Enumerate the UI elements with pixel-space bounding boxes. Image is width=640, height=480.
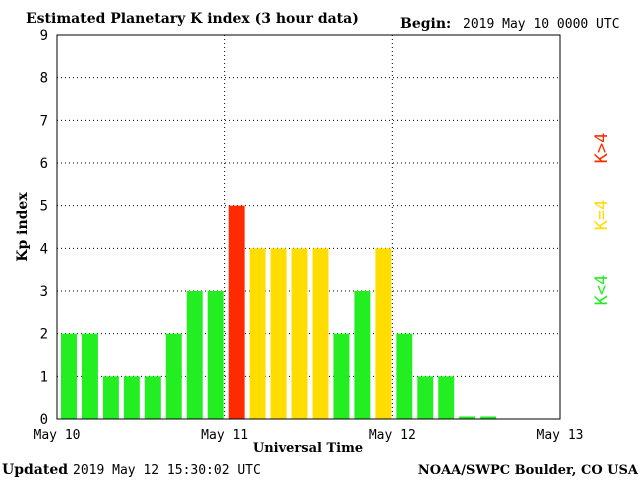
- kp-bar: [123, 376, 140, 419]
- y-tick-label: 1: [40, 369, 48, 385]
- bars: [61, 205, 497, 419]
- legend-k-less-4: K<4: [592, 275, 612, 306]
- credit-text: NOAA/SWPC Boulder, CO USA: [418, 463, 639, 478]
- kp-bar: [480, 416, 497, 419]
- kp-bar: [333, 333, 350, 419]
- kp-bar: [102, 376, 119, 419]
- begin-label: Begin:: [400, 16, 451, 32]
- kp-bar: [438, 376, 455, 419]
- x-tick-labels: May 10 May 11 May 12 May 13: [34, 428, 584, 443]
- y-tick-label: 7: [40, 113, 48, 129]
- x-tick-label: May 12: [369, 428, 416, 443]
- plot-frame: [56, 34, 561, 420]
- x-tick-label: May 13: [537, 428, 584, 443]
- kp-bar: [375, 248, 392, 419]
- x-axis-label: Universal Time: [253, 441, 363, 456]
- x-tick-label: May 10: [34, 428, 81, 443]
- x-tick-label: May 11: [201, 428, 248, 443]
- kp-bar: [186, 291, 203, 419]
- kp-bar: [396, 333, 413, 419]
- kp-bar: [81, 333, 98, 419]
- y-tick-label: 3: [40, 284, 48, 300]
- kp-bar: [207, 291, 224, 419]
- kp-bar: [228, 205, 245, 419]
- kp-bar: [291, 248, 308, 419]
- kp-bar: [312, 248, 329, 419]
- y-tick-label: 2: [40, 327, 48, 343]
- grid-lines: [57, 34, 560, 419]
- legend-k-greater-4: K>4: [592, 133, 612, 164]
- kp-bar: [459, 416, 476, 419]
- y-axis-label: Kp index: [15, 192, 31, 262]
- y-tick-label: 8: [40, 71, 48, 87]
- y-tick-labels: 0 1 2 3 4 5 6 7 8 9: [40, 28, 48, 428]
- updated-label: Updated: [2, 462, 68, 478]
- kp-bar: [165, 333, 182, 419]
- kp-bar: [417, 376, 434, 419]
- legend-k-equal-4: K=4: [592, 200, 612, 231]
- y-tick-label: 4: [40, 241, 48, 257]
- y-tick-label: 0: [40, 412, 48, 428]
- kp-bar: [144, 376, 161, 419]
- chart-title: Estimated Planetary K index (3 hour data…: [26, 11, 359, 27]
- begin-value: 2019 May 10 0000 UTC: [463, 17, 620, 32]
- kp-bar: [270, 248, 287, 419]
- updated-value: 2019 May 12 15:30:02 UTC: [73, 463, 261, 478]
- kp-bar: [249, 248, 266, 419]
- y-tick-label: 9: [40, 28, 48, 44]
- y-tick-label: 6: [40, 156, 48, 172]
- y-tick-label: 5: [40, 199, 48, 215]
- kp-bar: [354, 291, 371, 419]
- kp-bar: [61, 333, 77, 419]
